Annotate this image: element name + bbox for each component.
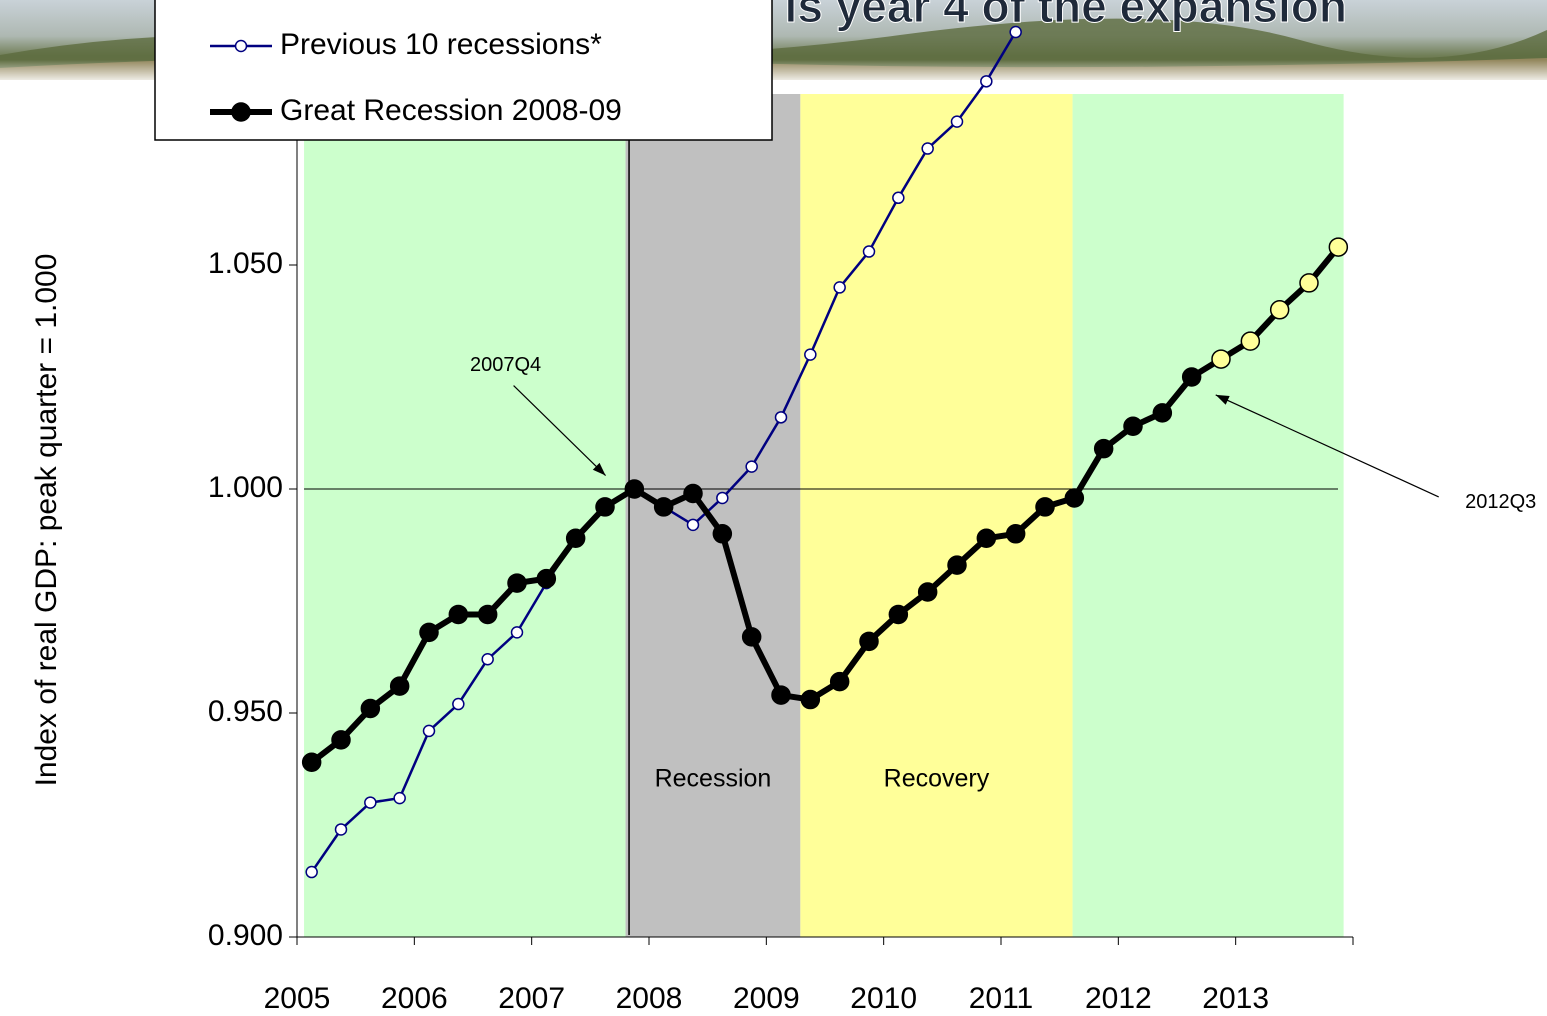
data-point <box>833 281 846 294</box>
data-point <box>1064 488 1085 508</box>
data-point <box>859 631 879 652</box>
data-point <box>1123 416 1143 437</box>
data-point <box>980 75 993 88</box>
x-tick-label: 2008 <box>616 982 683 1015</box>
data-point <box>477 604 498 625</box>
data-point <box>481 652 494 666</box>
shaded-band <box>625 94 801 937</box>
x-tick-label: 2009 <box>733 982 800 1015</box>
data-point <box>1009 25 1022 39</box>
legend-label: Great Recession 2008-09 <box>280 94 622 127</box>
legend-marker <box>231 102 251 122</box>
shaded-band <box>304 94 626 937</box>
data-point <box>741 627 762 647</box>
data-point <box>510 626 524 639</box>
plot-area: Recession Recovery 2005 2006 2007 2008 2009 201… <box>208 25 1536 1015</box>
annotation: 2012Q3 <box>1465 491 1536 513</box>
data-point <box>829 671 850 692</box>
data-point <box>301 752 322 773</box>
shaded-band <box>800 94 1073 937</box>
data-point <box>1211 349 1231 369</box>
data-point <box>1328 237 1349 257</box>
annotation-arrow <box>513 385 607 476</box>
data-point <box>1269 300 1290 320</box>
data-point <box>565 528 586 549</box>
data-point <box>712 524 733 544</box>
x-tick-label: 2011 <box>969 982 1034 1015</box>
data-point <box>536 568 557 589</box>
data-point <box>745 460 758 473</box>
data-point <box>774 411 788 424</box>
annotation: 2007Q4 <box>470 354 541 376</box>
data-point <box>716 491 729 505</box>
data-point <box>950 115 964 128</box>
data-point <box>331 730 351 750</box>
data-point <box>389 676 410 696</box>
y-axis-label: Index of real GDP: peak quarter = 1.000 <box>30 254 63 787</box>
data-point <box>1240 331 1261 351</box>
data-point <box>917 582 938 602</box>
x-tick-label: 2012 <box>1085 982 1152 1015</box>
legend-box <box>154 0 773 141</box>
data-point <box>1299 273 1319 293</box>
data-point <box>686 518 700 532</box>
band-label: Recession <box>655 765 772 793</box>
arrow-head <box>592 462 606 476</box>
y-tick-label: 0.950 <box>208 695 283 728</box>
data-point <box>507 573 527 593</box>
data-point <box>624 479 645 499</box>
data-point <box>947 555 967 575</box>
x-tick-label: 2005 <box>264 982 331 1015</box>
data-point <box>1181 367 1202 387</box>
data-point <box>452 697 465 711</box>
data-point <box>419 622 439 643</box>
data-point <box>1093 438 1114 459</box>
data-point <box>800 689 821 710</box>
legend-label: Previous 10 recessions* <box>280 28 602 61</box>
data-point <box>888 604 909 625</box>
data-point <box>653 497 674 517</box>
data-point <box>862 245 876 258</box>
data-point <box>422 724 436 738</box>
legend-marker <box>234 39 248 53</box>
y-tick-label: 0.900 <box>208 919 283 952</box>
x-tick-label: 2007 <box>498 982 565 1015</box>
data-point <box>595 497 615 517</box>
x-tick-label: 2006 <box>381 982 448 1015</box>
data-point <box>1152 403 1173 423</box>
data-point <box>804 348 817 361</box>
x-tick-label: 2013 <box>1202 982 1269 1015</box>
data-point <box>448 604 469 625</box>
data-point <box>360 698 381 719</box>
data-point <box>364 796 377 809</box>
y-tick-label: 1.050 <box>208 247 283 280</box>
data-point <box>334 823 348 836</box>
data-point <box>771 685 791 705</box>
data-point <box>393 791 406 805</box>
data-point <box>921 142 934 155</box>
y-tick-label: 1.000 <box>208 471 283 504</box>
x-tick-label: 2010 <box>850 982 917 1015</box>
data-point <box>683 483 703 504</box>
band-label: Recovery <box>884 765 990 793</box>
arrow-head <box>1215 394 1230 405</box>
data-point <box>892 191 905 205</box>
legend: Previous 10 recessions* Great Recession 2… <box>154 0 773 141</box>
data-point <box>305 865 318 879</box>
data-point <box>1005 524 1026 544</box>
annotation-arrow <box>1215 394 1439 498</box>
data-point <box>976 528 997 549</box>
shaded-band <box>1072 94 1344 937</box>
data-point <box>1035 497 1055 517</box>
